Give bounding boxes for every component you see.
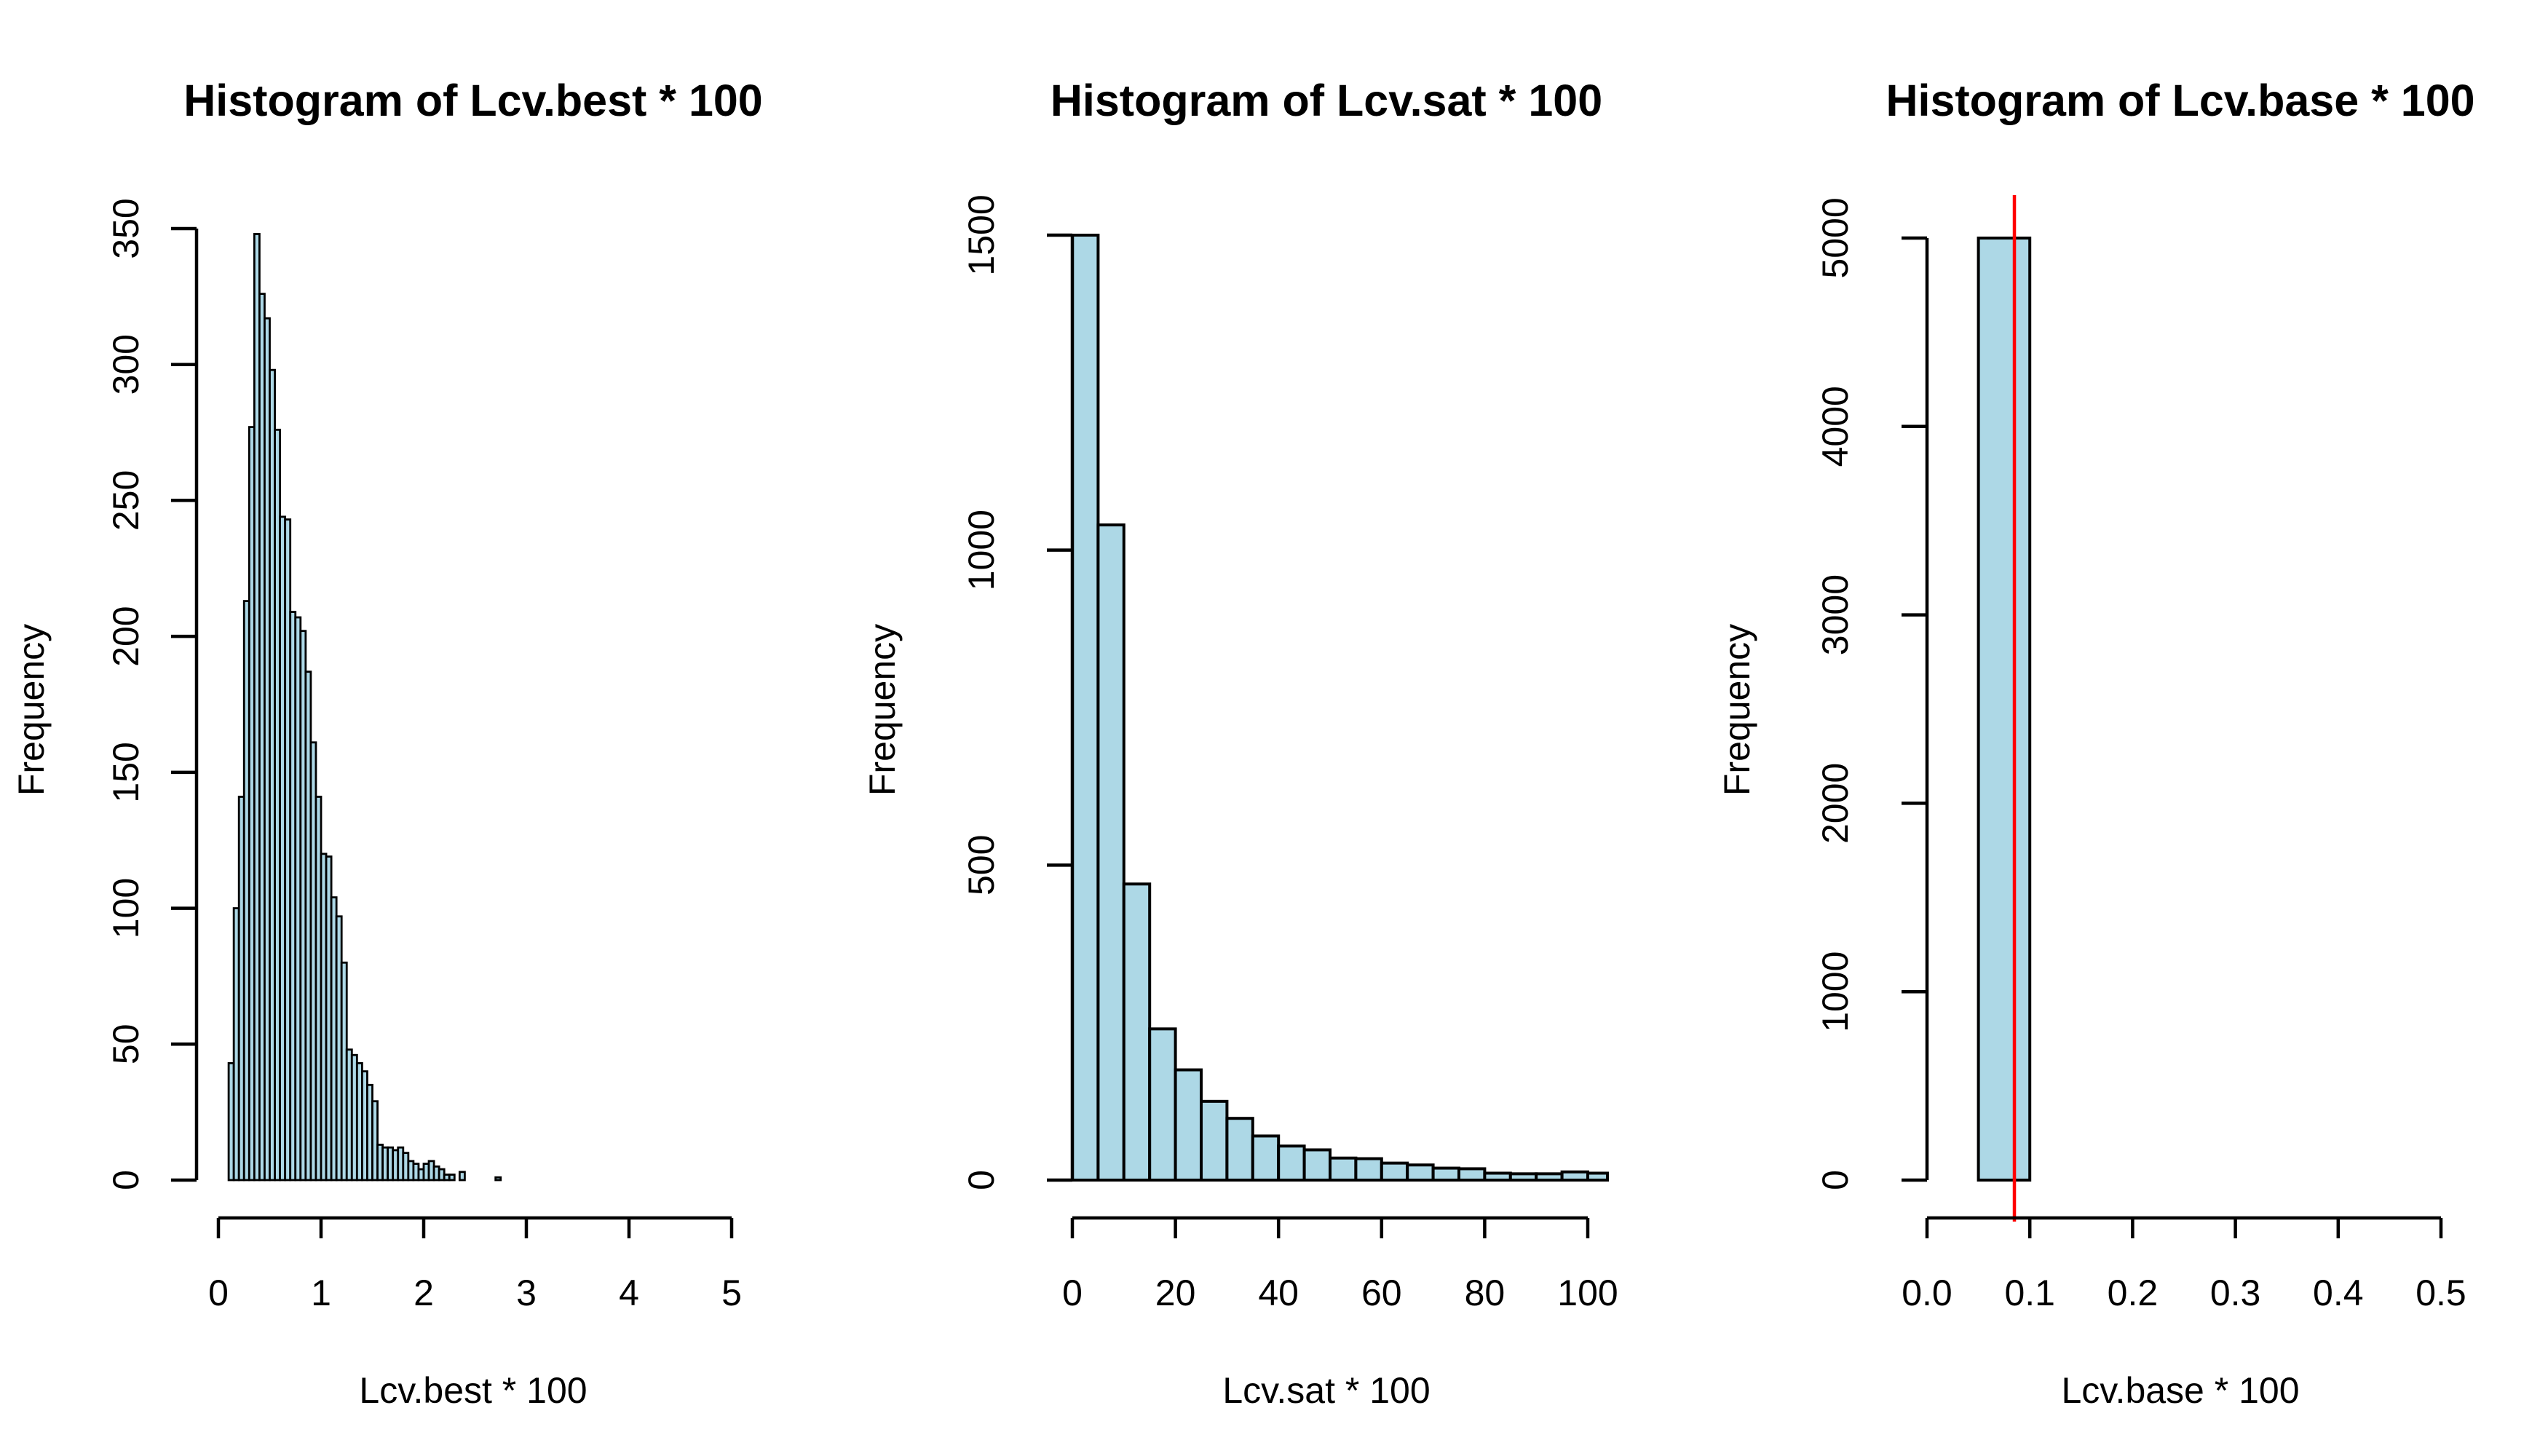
x-tick-label: 80 <box>1465 1273 1506 1313</box>
histogram-bar <box>1096 523 1125 1182</box>
y-tick-label: 1000 <box>1815 951 1856 1032</box>
histogram-bar <box>1457 1167 1487 1182</box>
x-tick-label: 3 <box>516 1273 537 1313</box>
y-tick-label: 300 <box>106 334 146 395</box>
y-tick-label: 1000 <box>961 510 1002 590</box>
histogram-bar <box>1535 1172 1564 1182</box>
histogram-bar <box>1200 1099 1229 1182</box>
x-axis-label: Lcv.best * 100 <box>359 1370 587 1411</box>
histogram-bar <box>1431 1166 1460 1182</box>
histogram-bar <box>1148 1027 1177 1182</box>
y-tick-label: 0 <box>106 1170 146 1190</box>
y-tick-label: 3000 <box>1815 574 1856 655</box>
histogram-bar <box>1277 1144 1306 1182</box>
x-tick-label: 0 <box>208 1273 229 1313</box>
y-tick-label: 0 <box>961 1170 1002 1190</box>
y-axis: 0 1000 2000 3000 4000 5000 <box>1815 197 1929 1190</box>
y-tick-label: 250 <box>106 470 146 531</box>
bars <box>1977 195 2032 1222</box>
y-tick-label: 200 <box>106 606 146 666</box>
x-tick-label: 2 <box>414 1273 434 1313</box>
x-tick-label: 100 <box>1557 1273 1618 1313</box>
histogram-bar <box>1977 237 2032 1182</box>
histogram-bar <box>1508 1172 1538 1182</box>
histogram-bar <box>448 1174 456 1182</box>
x-tick-label: 0 <box>1062 1273 1083 1313</box>
histogram-panel-best: Histogram of Lcv.best * 100 Lcv.best * 1… <box>11 76 763 1411</box>
histogram-bar <box>371 1100 379 1182</box>
x-tick-label: 60 <box>1361 1273 1402 1313</box>
histogram-bar <box>1586 1171 1609 1182</box>
x-tick-label: 0.4 <box>2313 1273 2364 1313</box>
histogram-bar <box>1071 234 1100 1182</box>
y-axis-label: Frequency <box>11 624 52 796</box>
histogram-panel-sat: Histogram of Lcv.sat * 100 Lcv.sat * 100… <box>862 76 1618 1411</box>
histogram-bar <box>1251 1134 1281 1182</box>
x-axis: 0 1 2 3 4 5 <box>208 1216 742 1313</box>
x-axis-label: Lcv.sat * 100 <box>1222 1370 1430 1411</box>
x-tick-label: 20 <box>1155 1273 1196 1313</box>
x-axis-label: Lcv.base * 100 <box>2061 1370 2299 1411</box>
y-tick-label: 0 <box>1815 1170 1856 1190</box>
histogram-bar <box>1329 1156 1358 1182</box>
y-tick-label: 500 <box>961 835 1002 895</box>
chart-title: Histogram of Lcv.base * 100 <box>1886 76 2474 125</box>
histogram-bar <box>494 1176 502 1182</box>
histogram-bar <box>1122 882 1152 1182</box>
bars <box>227 233 502 1182</box>
y-axis-label: Frequency <box>862 624 903 796</box>
histogram-bar <box>1560 1170 1590 1182</box>
histogram-bar <box>1406 1163 1435 1182</box>
histogram-bar <box>1302 1148 1332 1182</box>
x-tick-label: 0.0 <box>1902 1273 1952 1313</box>
histogram-bar <box>1380 1161 1409 1182</box>
bars <box>1071 234 1609 1182</box>
histogram-bar <box>1225 1117 1254 1182</box>
y-tick-label: 100 <box>106 878 146 938</box>
y-axis: 0 50 100 150 200 250 300 350 <box>106 198 199 1190</box>
y-tick-label: 1500 <box>961 194 1002 275</box>
x-tick-label: 40 <box>1258 1273 1299 1313</box>
chart-title: Histogram of Lcv.best * 100 <box>183 76 763 125</box>
x-tick-label: 1 <box>311 1273 331 1313</box>
y-tick-label: 5000 <box>1815 197 1856 278</box>
histogram-bar <box>1354 1157 1383 1182</box>
histogram-panel-base: Histogram of Lcv.base * 100 Lcv.base * 1… <box>1717 76 2475 1411</box>
histogram-bar <box>458 1171 466 1182</box>
y-axis-label: Frequency <box>1717 624 1757 796</box>
x-tick-label: 4 <box>619 1273 639 1313</box>
chart-title: Histogram of Lcv.sat * 100 <box>1051 76 1602 125</box>
y-tick-label: 150 <box>106 742 146 802</box>
x-tick-label: 0.5 <box>2416 1273 2466 1313</box>
x-tick-label: 0.2 <box>2108 1273 2159 1313</box>
y-axis: 0 500 1000 1500 <box>961 194 1075 1190</box>
y-tick-label: 350 <box>106 198 146 258</box>
y-tick-label: 2000 <box>1815 763 1856 844</box>
x-tick-label: 0.1 <box>2004 1273 2055 1313</box>
x-axis: 0 20 40 60 80 100 <box>1062 1216 1618 1313</box>
histogram-bar <box>1483 1171 1512 1182</box>
y-tick-label: 4000 <box>1815 386 1856 467</box>
histogram-bar <box>1174 1068 1203 1182</box>
x-tick-label: 5 <box>721 1273 742 1313</box>
x-tick-label: 0.3 <box>2210 1273 2261 1313</box>
y-tick-label: 50 <box>106 1024 146 1064</box>
x-axis: 0.0 0.1 0.2 0.3 0.4 0.5 <box>1902 1216 2466 1313</box>
